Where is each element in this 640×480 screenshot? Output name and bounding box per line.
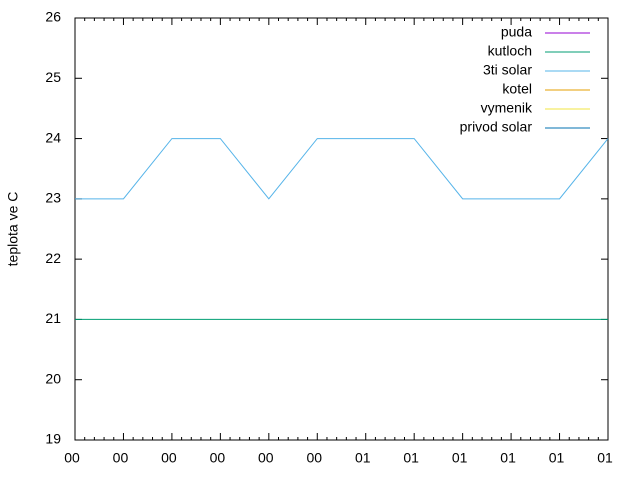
plot-border	[74, 17, 609, 441]
x-tick-label: 00	[161, 450, 177, 466]
legend-label: vymenik	[481, 100, 533, 116]
legend-label: 3ti solar	[483, 62, 532, 78]
y-tick-label: 26	[45, 9, 61, 25]
x-tick-label: 00	[113, 450, 129, 466]
y-tick-label: 19	[45, 431, 61, 447]
series-line	[75, 138, 609, 200]
y-tick-label: 24	[45, 129, 61, 145]
y-tick-label: 25	[45, 69, 61, 85]
legend-label: kutloch	[488, 43, 532, 59]
legend-label: kotel	[502, 81, 532, 97]
y-axis-label: teplota ve C	[5, 192, 21, 267]
y-tick-label: 20	[45, 370, 61, 386]
x-tick-label: 01	[403, 450, 419, 466]
x-tick-label: 01	[549, 450, 565, 466]
x-tick-label: 00	[258, 450, 274, 466]
y-tick-label: 23	[45, 190, 61, 206]
x-tick-label: 00	[306, 450, 322, 466]
legend-label: privod solar	[460, 119, 533, 135]
x-tick-label: 00	[64, 450, 80, 466]
x-tick-label: 00	[210, 450, 226, 466]
y-tick-label: 22	[45, 250, 61, 266]
x-tick-label: 01	[597, 450, 613, 466]
legend-label: puda	[501, 24, 532, 40]
x-tick-label: 01	[500, 450, 516, 466]
x-tick-label: 01	[355, 450, 371, 466]
y-tick-label: 21	[45, 310, 61, 326]
x-tick-label: 01	[452, 450, 468, 466]
